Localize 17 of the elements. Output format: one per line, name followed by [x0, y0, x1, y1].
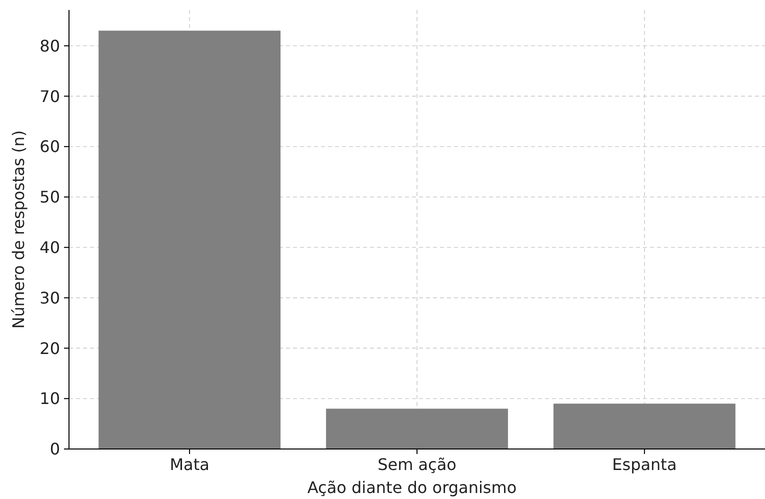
- y-tick-label: 10: [40, 389, 60, 408]
- x-axis-title: Ação diante do organismo: [307, 478, 517, 497]
- bar: [553, 404, 736, 449]
- bar: [98, 30, 281, 449]
- x-tick-label: Espanta: [612, 455, 677, 474]
- y-tick-label: 30: [40, 288, 60, 308]
- bar: [326, 408, 508, 449]
- y-tick-label: 0: [50, 440, 60, 459]
- y-tick-label: 70: [40, 86, 60, 106]
- y-axis-title: Número de respostas (n): [9, 130, 28, 329]
- y-tick-label: 60: [40, 137, 60, 156]
- y-tick-label: 40: [40, 238, 60, 257]
- y-tick-label: 20: [40, 338, 60, 358]
- y-tick-label: 50: [40, 188, 60, 207]
- y-tick-label: 80: [40, 36, 60, 56]
- x-tick-label: Sem ação: [378, 455, 456, 474]
- x-tick-label: Mata: [170, 455, 210, 474]
